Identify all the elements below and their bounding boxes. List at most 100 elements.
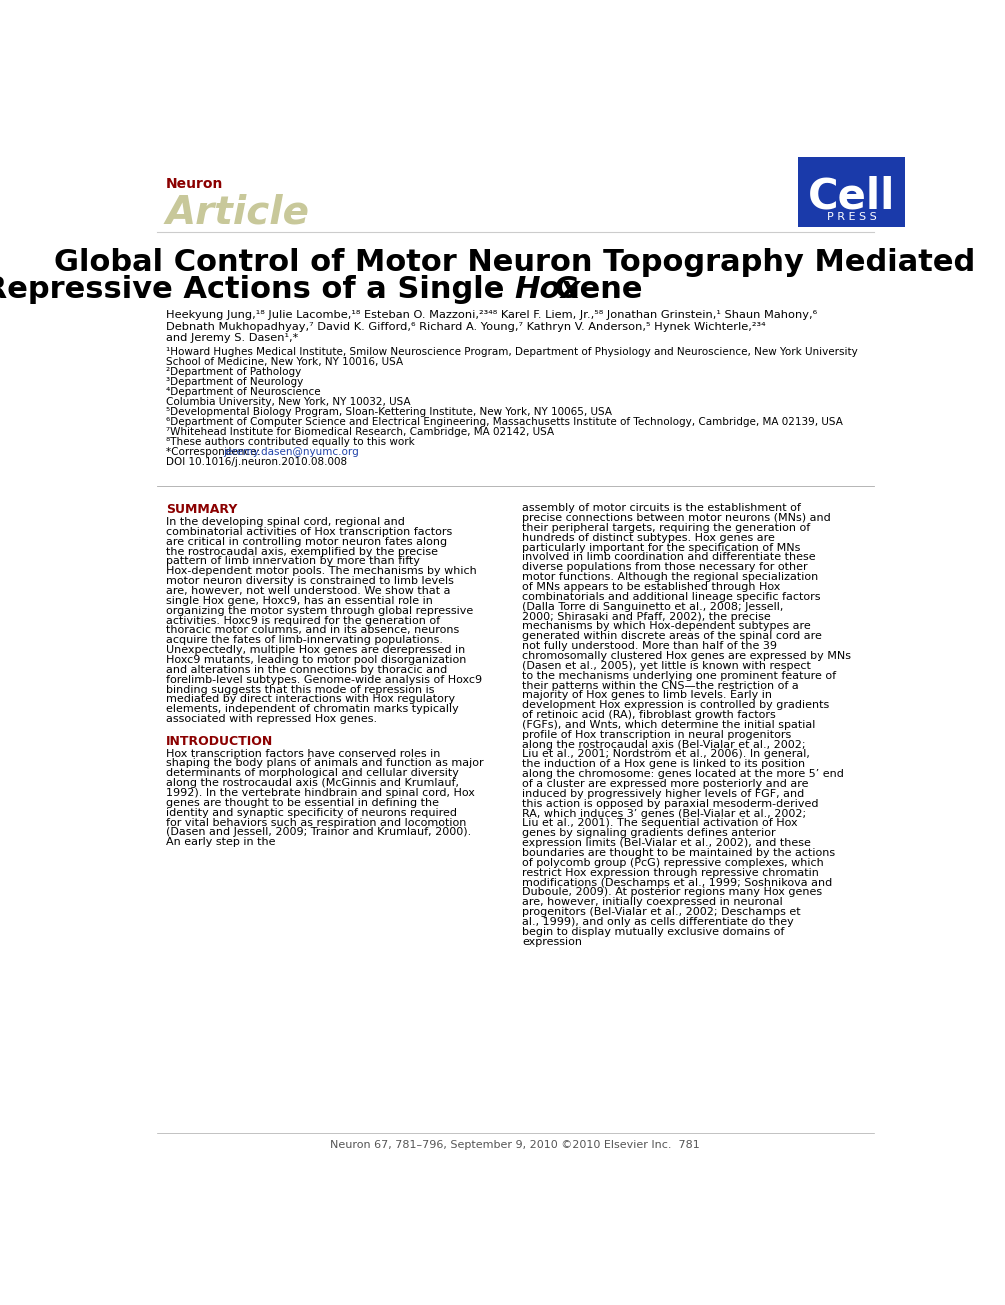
- Text: Hox transcription factors have conserved roles in: Hox transcription factors have conserved…: [166, 749, 440, 758]
- Text: shaping the body plans of animals and function as major: shaping the body plans of animals and fu…: [166, 758, 483, 769]
- Text: are, however, initially coexpressed in neuronal: are, however, initially coexpressed in n…: [523, 898, 783, 907]
- Text: Cell: Cell: [808, 176, 895, 218]
- Text: ²Department of Pathology: ²Department of Pathology: [166, 367, 302, 377]
- Text: for vital behaviors such as respiration and locomotion: for vital behaviors such as respiration …: [166, 817, 466, 827]
- Text: 2000; Shirasaki and Pfaff, 2002), the precise: 2000; Shirasaki and Pfaff, 2002), the pr…: [523, 612, 771, 621]
- Text: Duboule, 2009). At posterior regions many Hox genes: Duboule, 2009). At posterior regions man…: [523, 887, 822, 898]
- Text: hundreds of distinct subtypes. Hox genes are: hundreds of distinct subtypes. Hox genes…: [523, 532, 775, 543]
- Text: of a cluster are expressed more posteriorly and are: of a cluster are expressed more posterio…: [523, 779, 809, 790]
- Text: involved in limb coordination and differentiate these: involved in limb coordination and differ…: [523, 552, 816, 562]
- Text: jeremy.dasen@nyumc.org: jeremy.dasen@nyumc.org: [223, 448, 359, 457]
- Text: Neuron 67, 781–796, September 9, 2010 ©2010 Elsevier Inc.  781: Neuron 67, 781–796, September 9, 2010 ©2…: [330, 1139, 699, 1150]
- Text: motor neuron diversity is constrained to limb levels: motor neuron diversity is constrained to…: [166, 576, 454, 586]
- Text: School of Medicine, New York, NY 10016, USA: School of Medicine, New York, NY 10016, …: [166, 358, 403, 367]
- Text: activities. Hoxc9 is required for the generation of: activities. Hoxc9 is required for the ge…: [166, 616, 440, 625]
- Text: of polycomb group (PcG) repressive complexes, which: of polycomb group (PcG) repressive compl…: [523, 857, 824, 868]
- Text: this action is opposed by paraxial mesoderm-derived: this action is opposed by paraxial mesod…: [523, 799, 819, 809]
- Text: (Dalla Torre di Sanguinetto et al., 2008; Jessell,: (Dalla Torre di Sanguinetto et al., 2008…: [523, 602, 784, 612]
- Text: precise connections between motor neurons (MNs) and: precise connections between motor neuron…: [523, 513, 831, 523]
- Text: combinatorials and additional lineage specific factors: combinatorials and additional lineage sp…: [523, 591, 821, 602]
- Text: diverse populations from those necessary for other: diverse populations from those necessary…: [523, 562, 808, 572]
- Text: ⁵Developmental Biology Program, Sloan-Kettering Institute, New York, NY 10065, U: ⁵Developmental Biology Program, Sloan-Ke…: [166, 407, 612, 418]
- Text: along the chromosome: genes located at the more 5’ end: along the chromosome: genes located at t…: [523, 769, 844, 779]
- Text: In the developing spinal cord, regional and: In the developing spinal cord, regional …: [166, 517, 405, 527]
- Text: their peripheral targets, requiring the generation of: their peripheral targets, requiring the …: [523, 523, 811, 532]
- Text: assembly of motor circuits is the establishment of: assembly of motor circuits is the establ…: [523, 504, 801, 513]
- Text: progenitors (Bel-Vialar et al., 2002; Deschamps et: progenitors (Bel-Vialar et al., 2002; De…: [523, 907, 801, 917]
- Text: development Hox expression is controlled by gradients: development Hox expression is controlled…: [523, 701, 830, 710]
- Text: boundaries are thought to be maintained by the actions: boundaries are thought to be maintained …: [523, 848, 835, 859]
- Text: and Jeremy S. Dasen¹,*: and Jeremy S. Dasen¹,*: [166, 333, 298, 343]
- Text: the rostrocaudal axis, exemplified by the precise: the rostrocaudal axis, exemplified by th…: [166, 547, 438, 556]
- Text: pattern of limb innervation by more than fifty: pattern of limb innervation by more than…: [166, 556, 420, 566]
- Text: ⁶Department of Computer Science and Electrical Engineering, Massachusetts Instit: ⁶Department of Computer Science and Elec…: [166, 418, 843, 427]
- Text: chromosomally clustered Hox genes are expressed by MNs: chromosomally clustered Hox genes are ex…: [523, 651, 851, 660]
- Text: Heekyung Jung,¹⁸ Julie Lacombe,¹⁸ Esteban O. Mazzoni,²³⁴⁸ Karel F. Liem, Jr.,⁵⁸ : Heekyung Jung,¹⁸ Julie Lacombe,¹⁸ Esteba…: [166, 311, 817, 320]
- Text: their patterns within the CNS—the restriction of a: their patterns within the CNS—the restri…: [523, 680, 799, 690]
- Text: elements, independent of chromatin marks typically: elements, independent of chromatin marks…: [166, 705, 458, 714]
- Text: combinatorial activities of Hox transcription factors: combinatorial activities of Hox transcri…: [166, 527, 452, 536]
- Text: mediated by direct interactions with Hox regulatory: mediated by direct interactions with Hox…: [166, 694, 455, 705]
- Text: RA, which induces 3’ genes (Bel-Vialar et al., 2002;: RA, which induces 3’ genes (Bel-Vialar e…: [523, 809, 807, 818]
- Text: generated within discrete areas of the spinal cord are: generated within discrete areas of the s…: [523, 632, 822, 641]
- Text: of retinoic acid (RA), fibroblast growth factors: of retinoic acid (RA), fibroblast growth…: [523, 710, 776, 720]
- Text: SUMMARY: SUMMARY: [166, 504, 237, 515]
- Text: are, however, not well understood. We show that a: are, however, not well understood. We sh…: [166, 586, 450, 596]
- Bar: [798, 157, 904, 227]
- Text: An early step in the: An early step in the: [166, 838, 275, 847]
- Text: modifications (Deschamps et al., 1999; Soshnikova and: modifications (Deschamps et al., 1999; S…: [523, 878, 833, 887]
- Text: Unexpectedly, multiple Hox genes are derepressed in: Unexpectedly, multiple Hox genes are der…: [166, 645, 465, 655]
- Text: single Hox gene, Hoxc9, has an essential role in: single Hox gene, Hoxc9, has an essential…: [166, 596, 433, 606]
- Text: al., 1999), and only as cells differentiate do they: al., 1999), and only as cells differenti…: [523, 917, 794, 927]
- Text: profile of Hox transcription in neural progenitors: profile of Hox transcription in neural p…: [523, 729, 792, 740]
- Text: induced by progressively higher levels of FGF, and: induced by progressively higher levels o…: [523, 790, 805, 799]
- Text: P R E S S: P R E S S: [826, 211, 876, 222]
- Text: ¹Howard Hughes Medical Institute, Smilow Neuroscience Program, Department of Phy: ¹Howard Hughes Medical Institute, Smilow…: [166, 347, 857, 358]
- Text: (Dasen and Jessell, 2009; Trainor and Krumlauf, 2000).: (Dasen and Jessell, 2009; Trainor and Kr…: [166, 827, 471, 838]
- Text: (FGFs), and Wnts, which determine the initial spatial: (FGFs), and Wnts, which determine the in…: [523, 720, 816, 729]
- Text: genes are thought to be essential in defining the: genes are thought to be essential in def…: [166, 797, 439, 808]
- Text: the induction of a Hox gene is linked to its position: the induction of a Hox gene is linked to…: [523, 760, 806, 770]
- Text: restrict Hox expression through repressive chromatin: restrict Hox expression through repressi…: [523, 868, 819, 878]
- Text: associated with repressed Hox genes.: associated with repressed Hox genes.: [166, 714, 377, 724]
- Text: mechanisms by which Hox-dependent subtypes are: mechanisms by which Hox-dependent subtyp…: [523, 621, 811, 632]
- Text: ⁸These authors contributed equally to this work: ⁸These authors contributed equally to th…: [166, 437, 415, 448]
- Text: *Correspondence:: *Correspondence:: [166, 448, 263, 457]
- Text: Debnath Mukhopadhyay,⁷ David K. Gifford,⁶ Richard A. Young,⁷ Kathryn V. Anderson: Debnath Mukhopadhyay,⁷ David K. Gifford,…: [166, 322, 766, 331]
- Text: Liu et al., 2001; Nordström et al., 2006). In general,: Liu et al., 2001; Nordström et al., 2006…: [523, 749, 810, 760]
- Text: forelimb-level subtypes. Genome-wide analysis of Hoxc9: forelimb-level subtypes. Genome-wide ana…: [166, 675, 482, 685]
- Text: binding suggests that this mode of repression is: binding suggests that this mode of repre…: [166, 685, 434, 694]
- Text: ³Department of Neurology: ³Department of Neurology: [166, 377, 304, 388]
- Text: begin to display mutually exclusive domains of: begin to display mutually exclusive doma…: [523, 927, 785, 937]
- Text: ⁷Whitehead Institute for Biomedical Research, Cambridge, MA 02142, USA: ⁷Whitehead Institute for Biomedical Rese…: [166, 427, 554, 437]
- Text: Liu et al., 2001). The sequential activation of Hox: Liu et al., 2001). The sequential activa…: [523, 818, 798, 829]
- Text: genes by signaling gradients defines anterior: genes by signaling gradients defines ant…: [523, 829, 776, 838]
- Text: acquire the fates of limb-innervating populations.: acquire the fates of limb-innervating po…: [166, 636, 443, 645]
- Text: not fully understood. More than half of the 39: not fully understood. More than half of …: [523, 641, 778, 651]
- Text: of MNs appears to be established through Hox: of MNs appears to be established through…: [523, 582, 781, 592]
- Text: Hox-dependent motor pools. The mechanisms by which: Hox-dependent motor pools. The mechanism…: [166, 566, 476, 577]
- Text: determinants of morphological and cellular diversity: determinants of morphological and cellul…: [166, 769, 459, 778]
- Text: DOI 10.1016/j.neuron.2010.08.008: DOI 10.1016/j.neuron.2010.08.008: [166, 457, 347, 467]
- Text: along the rostrocaudal axis (McGinnis and Krumlauf,: along the rostrocaudal axis (McGinnis an…: [166, 778, 459, 788]
- Text: majority of Hox genes to limb levels. Early in: majority of Hox genes to limb levels. Ea…: [523, 690, 773, 701]
- Text: organizing the motor system through global repressive: organizing the motor system through glob…: [166, 606, 473, 616]
- Text: Columbia University, New York, NY 10032, USA: Columbia University, New York, NY 10032,…: [166, 397, 411, 407]
- Text: thoracic motor columns, and in its absence, neurons: thoracic motor columns, and in its absen…: [166, 625, 459, 636]
- Text: along the rostrocaudal axis (Bel-Vialar et al., 2002;: along the rostrocaudal axis (Bel-Vialar …: [523, 740, 806, 749]
- Text: expression: expression: [523, 937, 583, 946]
- Text: 1992). In the vertebrate hindbrain and spinal cord, Hox: 1992). In the vertebrate hindbrain and s…: [166, 788, 474, 797]
- Text: and alterations in the connections by thoracic and: and alterations in the connections by th…: [166, 664, 447, 675]
- Text: are critical in controlling motor neuron fates along: are critical in controlling motor neuron…: [166, 536, 447, 547]
- Text: by the Repressive Actions of a Single: by the Repressive Actions of a Single: [0, 274, 515, 304]
- Text: Gene: Gene: [544, 274, 642, 304]
- Text: motor functions. Although the regional specialization: motor functions. Although the regional s…: [523, 572, 819, 582]
- Text: identity and synaptic specificity of neurons required: identity and synaptic specificity of neu…: [166, 808, 457, 818]
- Text: Neuron: Neuron: [166, 176, 223, 191]
- Text: particularly important for the specification of MNs: particularly important for the specifica…: [523, 543, 801, 552]
- Text: expression limits (Bel-Vialar et al., 2002), and these: expression limits (Bel-Vialar et al., 20…: [523, 838, 811, 848]
- Text: (Dasen et al., 2005), yet little is known with respect: (Dasen et al., 2005), yet little is know…: [523, 660, 811, 671]
- Text: Hox: Hox: [515, 274, 581, 304]
- Text: Article: Article: [166, 193, 310, 231]
- Text: Global Control of Motor Neuron Topography Mediated: Global Control of Motor Neuron Topograph…: [54, 248, 975, 278]
